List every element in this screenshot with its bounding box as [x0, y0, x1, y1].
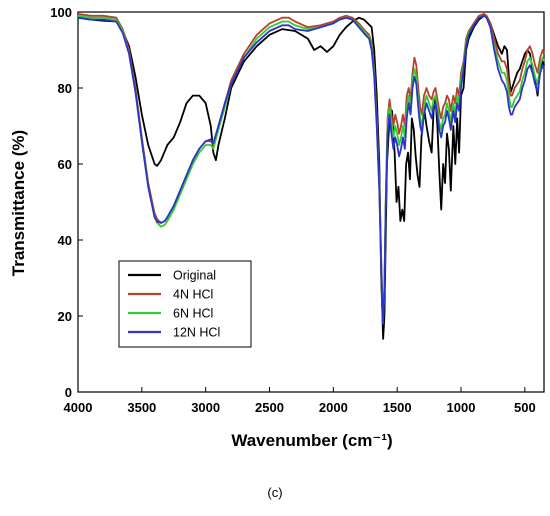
x-tick-label: 2000: [319, 400, 348, 415]
legend-label: Original: [173, 269, 216, 283]
legend-label: 4N HCl: [173, 288, 213, 302]
x-tick-label: 500: [514, 400, 536, 415]
x-tick-label: 3000: [191, 400, 220, 415]
x-tick-label: 1500: [383, 400, 412, 415]
y-tick-label: 20: [58, 309, 72, 324]
legend-label: 12N HCl: [173, 326, 220, 340]
x-tick-label: 2500: [255, 400, 284, 415]
x-tick-label: 1000: [447, 400, 476, 415]
y-tick-label: 40: [58, 233, 72, 248]
y-tick-label: 80: [58, 81, 72, 96]
plot-area-frame: [77, 11, 545, 393]
series-line-original: [77, 14, 545, 340]
y-axis-title: Transmittance (%): [9, 130, 28, 276]
y-tick-label: 100: [50, 5, 72, 20]
panel-label: (c): [267, 485, 282, 500]
legend-label: 6N HCl: [173, 307, 213, 321]
x-axis-title: Wavenumber (cm⁻¹): [231, 431, 392, 450]
legend: Original 4N HCl 6N HCl 12N HCl: [118, 260, 252, 348]
y-tick-label: 0: [65, 385, 72, 400]
y-tick-label: 60: [58, 157, 72, 172]
x-tick-label: 4000: [64, 400, 93, 415]
x-tick-label: 3500: [127, 400, 156, 415]
series-line-12n-hcl: [77, 14, 545, 325]
